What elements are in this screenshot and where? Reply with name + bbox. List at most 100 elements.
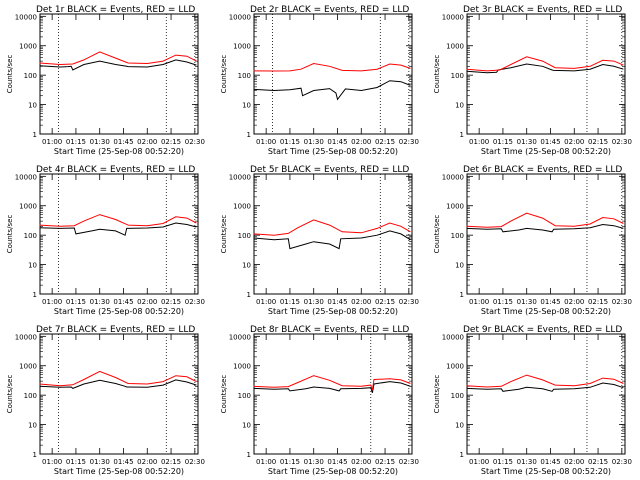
x-tick-label: 01:30: [304, 458, 324, 466]
series-line-events: [253, 230, 411, 250]
x-tick-label: 01:45: [113, 458, 133, 466]
x-tick-label: 02:15: [588, 138, 608, 146]
x-tick-label: 01:30: [517, 458, 537, 466]
chart-title: Det 2r BLACK = Events, RED = LLD: [250, 5, 409, 15]
y-tick-label: 10000: [442, 333, 464, 341]
y-tick-label: 10: [28, 422, 37, 430]
y-tick-label: 1: [33, 451, 37, 459]
chart-panel: Det 9r BLACK = Events, RED = LLD 1 10 100 10…: [433, 325, 632, 476]
x-tick-label: 01:15: [493, 138, 513, 146]
series-line-events: [39, 59, 197, 71]
y-tick-label: 1: [460, 131, 464, 139]
chart-title: Det 5r BLACK = Events, RED = LLD: [250, 165, 409, 175]
x-tick-label: 01:45: [540, 458, 560, 466]
x-tick-label: 01:00: [469, 458, 489, 466]
x-tick-label: 01:15: [66, 298, 86, 306]
y-tick-label: 1: [460, 451, 464, 459]
x-tick-label: 02:00: [351, 298, 371, 306]
x-tick-label: 02:30: [185, 298, 205, 306]
x-axis-label: Start Time (25-Sep-08 00:52:20): [54, 467, 184, 476]
x-tick-label: 02:30: [612, 298, 632, 306]
y-tick-label: 10: [455, 102, 464, 110]
y-tick-label: 100: [238, 72, 251, 80]
chart-title: Det 7r BLACK = Events, RED = LLD: [36, 325, 195, 335]
x-tick-label: 01:00: [469, 138, 489, 146]
y-axis-label: Counts/sec: [433, 375, 441, 414]
series-line-lld: [253, 219, 411, 236]
x-tick-label: 02:30: [399, 458, 419, 466]
x-axis-label: Start Time (25-Sep-08 00:52:20): [481, 467, 611, 476]
x-tick-label: 01:15: [493, 458, 513, 466]
x-tick-label: 01:15: [280, 138, 300, 146]
plot-frame: [253, 333, 413, 455]
y-tick-label: 10: [28, 102, 37, 110]
chart-panel: Det 5r BLACK = Events, RED = LLD 1 10 100 10…: [220, 165, 419, 316]
series-line-lld: [39, 51, 197, 66]
x-tick-label: 02:30: [399, 138, 419, 146]
chart-title: Det 6r BLACK = Events, RED = LLD: [463, 165, 622, 175]
chart-panel: Det 6r BLACK = Events, RED = LLD 1 10 100 10…: [433, 165, 632, 316]
y-tick-label: 10: [455, 262, 464, 270]
y-tick-label: 1: [33, 131, 37, 139]
y-tick-label: 10: [455, 422, 464, 430]
y-tick-label: 100: [451, 392, 464, 400]
x-tick-label: 01:00: [256, 298, 276, 306]
chart-panel: Det 4r BLACK = Events, RED = LLD 1 10 100 10…: [6, 165, 205, 316]
x-tick-label: 01:15: [66, 138, 86, 146]
y-tick-label: 10000: [229, 13, 251, 21]
series-line-events: [39, 379, 197, 389]
plot-frame: [253, 173, 413, 295]
x-axis-label: Start Time (25-Sep-08 00:52:20): [481, 307, 611, 316]
x-tick-label: 01:30: [304, 298, 324, 306]
series-line-events: [466, 223, 624, 233]
plot-frame: [39, 13, 199, 135]
x-tick-label: 01:00: [469, 298, 489, 306]
y-axis-label: Counts/sec: [433, 55, 441, 94]
y-tick-label: 1000: [233, 363, 251, 371]
series-line-lld: [466, 374, 624, 388]
plot-frame: [466, 333, 626, 455]
x-tick-label: 02:30: [185, 138, 205, 146]
y-tick-label: 1000: [446, 363, 464, 371]
chart-panel: Det 2r BLACK = Events, RED = LLD 1 10 100 10…: [220, 5, 419, 156]
x-tick-label: 01:45: [540, 298, 560, 306]
y-tick-label: 10000: [442, 13, 464, 21]
series-line-lld: [253, 62, 411, 72]
y-axis-label: Counts/sec: [220, 375, 228, 414]
chart-panel: Det 1r BLACK = Events, RED = LLD 1 10 100 10…: [6, 5, 205, 156]
y-tick-label: 100: [24, 232, 37, 240]
chart-title: Det 8r BLACK = Events, RED = LLD: [250, 325, 409, 335]
x-tick-label: 01:15: [280, 298, 300, 306]
chart-title: Det 4r BLACK = Events, RED = LLD: [36, 165, 195, 175]
x-tick-label: 02:00: [351, 138, 371, 146]
x-tick-label: 02:00: [137, 138, 157, 146]
x-tick-label: 02:15: [588, 298, 608, 306]
y-tick-label: 100: [238, 232, 251, 240]
x-tick-label: 02:00: [137, 298, 157, 306]
y-tick-label: 100: [24, 72, 37, 80]
y-axis-label: Counts/sec: [220, 215, 228, 254]
x-tick-label: 02:15: [375, 138, 395, 146]
x-tick-label: 02:30: [612, 458, 632, 466]
y-tick-label: 1000: [446, 203, 464, 211]
chart-panel: Det 7r BLACK = Events, RED = LLD 1 10 100 10…: [6, 325, 205, 476]
chart-title: Det 3r BLACK = Events, RED = LLD: [463, 5, 622, 15]
x-tick-label: 01:30: [90, 298, 110, 306]
y-tick-label: 100: [238, 392, 251, 400]
y-tick-label: 1000: [19, 203, 37, 211]
x-tick-label: 01:45: [327, 298, 347, 306]
plot-frame: [466, 173, 626, 295]
y-tick-label: 1: [33, 291, 37, 299]
y-tick-label: 10: [242, 102, 251, 110]
chart-title: Det 9r BLACK = Events, RED = LLD: [463, 325, 622, 335]
chart-title: Det 1r BLACK = Events, RED = LLD: [36, 5, 195, 15]
x-tick-label: 02:15: [375, 458, 395, 466]
x-tick-label: 01:15: [66, 458, 86, 466]
y-tick-label: 10000: [15, 333, 37, 341]
series-line-events: [39, 222, 197, 236]
x-tick-label: 01:45: [327, 458, 347, 466]
x-tick-label: 02:00: [564, 458, 584, 466]
y-tick-label: 1: [247, 131, 251, 139]
x-tick-label: 02:30: [185, 458, 205, 466]
